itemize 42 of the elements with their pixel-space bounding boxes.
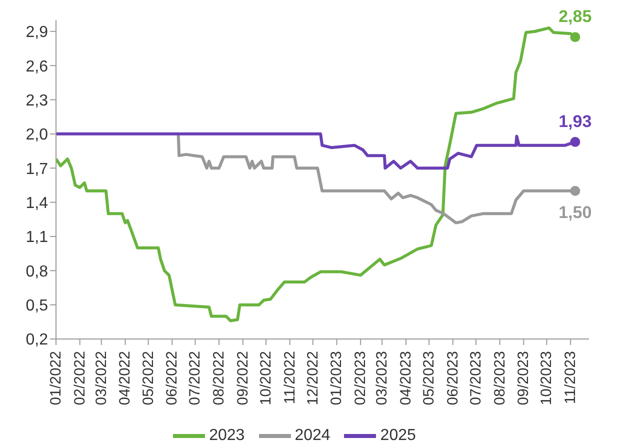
legend-label: 2023	[208, 427, 245, 445]
x-tick-label: 02/2022	[71, 351, 88, 406]
x-tick-label: 10/2022	[257, 351, 274, 406]
point	[570, 136, 580, 147]
y-tick-label: 2,6	[26, 58, 48, 76]
y-tick-label: 2,9	[26, 24, 48, 42]
x-tick-label: 01/2022	[48, 351, 64, 406]
x-tick-label: 03/2023	[374, 351, 391, 406]
x-tick-label: 01/2023	[328, 351, 346, 406]
x-tick-label: 04/2022	[116, 351, 134, 406]
x-tick-label: 06/2022	[164, 351, 181, 406]
y-tick-label: 1,4	[26, 194, 48, 212]
point	[570, 186, 580, 196]
x-tick-label: 08/2023	[491, 351, 508, 406]
legend-label: 2025	[379, 427, 416, 445]
x-tick-label: 08/2022	[210, 351, 228, 406]
data-label: 1,50	[558, 202, 592, 222]
x-tick-label: 12/2022	[304, 351, 322, 406]
y-tick-label: 0,2	[26, 332, 48, 349]
x-tick-label: 03/2022	[92, 351, 110, 406]
x-tick-label: 06/2023	[444, 351, 462, 406]
data-label: 2,85	[558, 7, 592, 26]
y-tick-label: 1,7	[26, 160, 48, 178]
x-tick-label: 09/2023	[515, 351, 532, 406]
x-tick-label: 02/2023	[352, 351, 370, 406]
y-tick-label: 2,0	[26, 126, 48, 144]
x-tick-label: 07/2023	[467, 351, 484, 406]
x-tick-label: 11/2022	[281, 351, 298, 404]
x-tick-label: 05/2023	[420, 351, 438, 406]
x-tick-label: 10/2023	[538, 351, 556, 406]
y-tick-label: 0,8	[26, 263, 48, 280]
x-tick-label: 04/2023	[397, 351, 414, 406]
y-tick-label: 1,1	[26, 229, 48, 246]
x-tick-label: 09/2022	[234, 351, 252, 406]
legend-label: 2024	[294, 427, 330, 445]
data-label: 1,93	[558, 112, 592, 131]
point	[570, 32, 580, 42]
x-tick-label: 07/2022	[186, 351, 204, 406]
x-tick-label: 11/2023	[562, 351, 580, 404]
y-tick-label: 0,5	[26, 298, 48, 314]
x-tick-label: 05/2022	[140, 351, 157, 406]
y-tick-label: 2,3	[26, 92, 48, 110]
